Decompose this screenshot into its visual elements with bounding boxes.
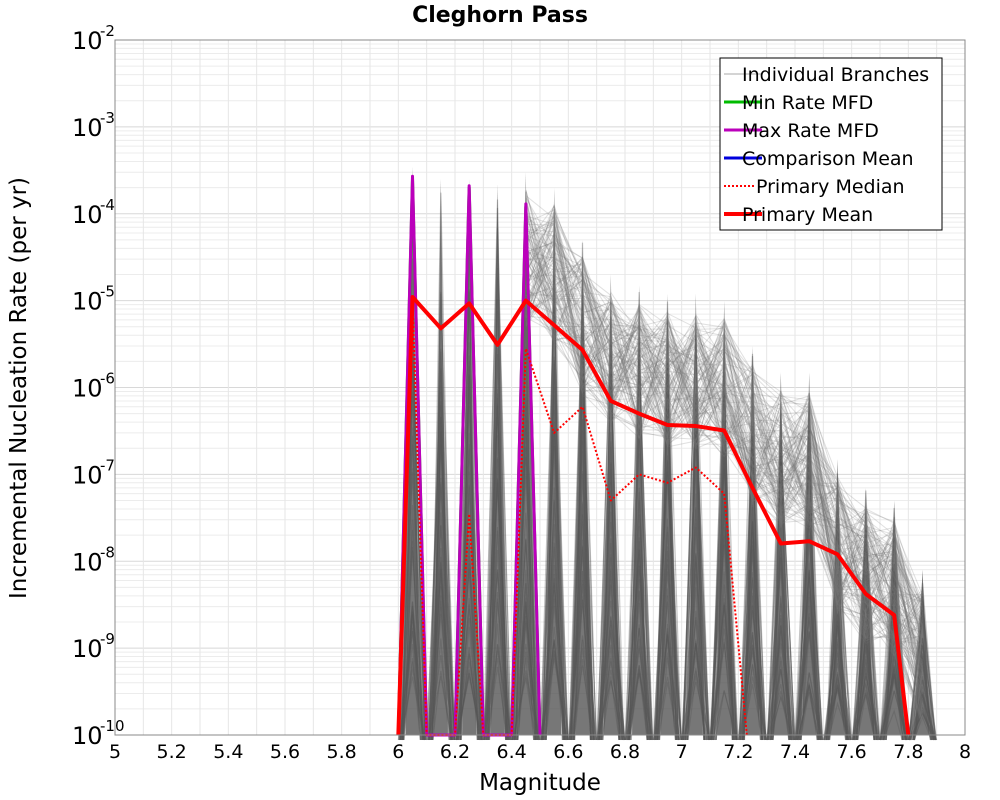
legend: Individual Branches Min Rate MFD Max Rate … <box>719 57 943 231</box>
x-tick-label: 7.2 <box>723 741 753 763</box>
y-tick-exponent: -8 <box>100 543 115 561</box>
x-tick-label: 7.6 <box>837 741 867 763</box>
branch-spike <box>794 372 824 741</box>
y-tick-base: 10 <box>72 288 103 316</box>
y-tick-exponent: -7 <box>100 456 115 474</box>
x-axis-ticks: 5 5.2 5.4 5.6 5.8 6 6.2 6.4 6.6 6.8 7 7.2 7.4 7.6 7.8 8 <box>109 741 971 763</box>
y-tick-label: 10-8 <box>72 543 115 576</box>
branch-spike <box>822 459 853 741</box>
y-tick-label: 10-4 <box>72 196 115 229</box>
x-axis-label: Magnitude <box>479 770 601 796</box>
y-tick-exponent: -6 <box>100 370 115 388</box>
branch-spike <box>482 184 513 741</box>
y-tick-base: 10 <box>72 635 103 663</box>
series-line-primary-mean <box>396 295 911 736</box>
legend-entry: Max Rate MFD <box>724 120 879 142</box>
x-tick-label: 6 <box>392 741 404 763</box>
y-tick-exponent: -4 <box>100 196 115 214</box>
y-tick-label: 10-3 <box>72 109 115 142</box>
individual-branches <box>397 166 938 741</box>
y-tick-exponent: -2 <box>100 22 115 40</box>
branch-spike <box>426 179 456 741</box>
branch-spike <box>681 293 711 741</box>
y-tick-label: 10-10 <box>72 717 125 750</box>
legend-label: Primary Mean <box>742 204 873 226</box>
y-tick-label: 10-7 <box>72 456 115 489</box>
y-tick-base: 10 <box>72 27 103 55</box>
legend-box <box>719 57 943 231</box>
legend-label: Comparison Mean <box>742 148 914 170</box>
y-tick-exponent: -9 <box>100 630 115 648</box>
x-tick-label: 8 <box>959 741 971 763</box>
branch-spike <box>907 569 938 741</box>
y-tick-label: 10-9 <box>72 630 115 663</box>
x-tick-label: 6.8 <box>610 741 640 763</box>
y-axis-label: Incremental Nucleation Rate (per yr) <box>6 177 32 599</box>
y-tick-base: 10 <box>72 201 103 229</box>
branch-spike <box>766 372 796 741</box>
x-tick-label: 6.4 <box>497 741 527 763</box>
branch-spike <box>624 285 654 741</box>
y-tick-base: 10 <box>72 461 103 489</box>
y-tick-base: 10 <box>72 722 103 750</box>
x-tick-label: 5.8 <box>327 741 357 763</box>
chart-title: Cleghorn Pass <box>412 3 588 28</box>
x-tick-label: 6.2 <box>440 741 470 763</box>
legend-label: Min Rate MFD <box>742 92 873 114</box>
y-tick-exponent: -10 <box>100 717 125 735</box>
series-lines <box>396 174 911 737</box>
legend-entry: Comparison Mean <box>724 148 914 170</box>
x-tick-label: 5.6 <box>270 741 300 763</box>
legend-entry: Individual Branches <box>724 64 929 86</box>
branch-spike <box>568 239 598 741</box>
y-tick-label: 10-6 <box>72 370 115 403</box>
branch-spike <box>539 187 569 741</box>
x-tick-label: 7 <box>676 741 688 763</box>
y-tick-exponent: -5 <box>100 283 115 301</box>
legend-entry: Min Rate MFD <box>724 92 873 114</box>
x-tick-label: 6.6 <box>553 741 583 763</box>
series-line-max-rate-mfd <box>396 174 542 737</box>
y-tick-label: 10-2 <box>72 22 115 55</box>
legend-label: Individual Branches <box>742 64 929 86</box>
x-tick-label: 5.4 <box>213 741 243 763</box>
branch-spike <box>652 293 683 741</box>
y-tick-exponent: -3 <box>100 109 115 127</box>
legend-entry: Primary Mean <box>724 204 873 226</box>
x-tick-label: 7.8 <box>893 741 923 763</box>
y-tick-base: 10 <box>72 548 103 576</box>
x-tick-label: 5 <box>109 741 121 763</box>
x-tick-label: 7.4 <box>780 741 810 763</box>
legend-entry: Primary Median <box>724 176 905 198</box>
plot-frame <box>114 39 966 736</box>
legend-label: Primary Median <box>756 176 905 198</box>
series-line-primary-median <box>397 299 748 736</box>
x-tick-label: 5.2 <box>157 741 187 763</box>
y-tick-label: 10-5 <box>72 283 115 316</box>
y-tick-base: 10 <box>72 375 103 403</box>
branch-spike <box>596 274 626 741</box>
legend-label: Max Rate MFD <box>742 120 879 142</box>
y-tick-base: 10 <box>72 114 103 142</box>
